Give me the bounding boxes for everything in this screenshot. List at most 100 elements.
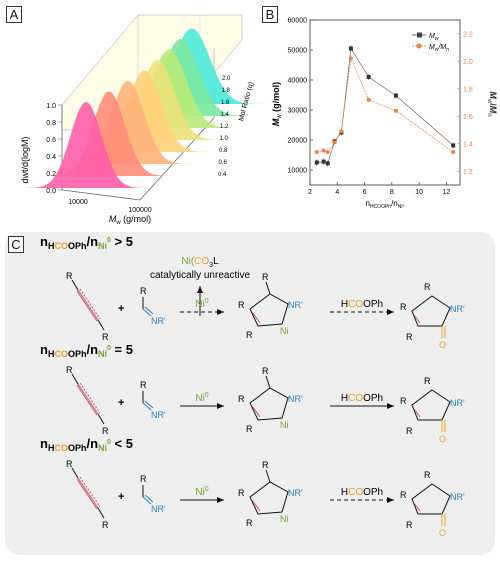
svg-text:R: R [246, 330, 253, 340]
condition-label: nHCOOPh/nNi0 > 5 [40, 234, 133, 251]
chart-b: 2 4 6 8 10 12 10000 20000 30000 40000 50000 60000 1.… [271, 18, 498, 211]
svg-text:R: R [238, 300, 245, 310]
a-ztick-label: 0.4 [218, 172, 227, 178]
b-xlabel: nHCOOPh/nNi⁰ [366, 199, 405, 210]
side-note: catalytically unreactive [150, 270, 250, 281]
svg-text:R: R [406, 520, 413, 530]
legend-pdi: Mw/Mn [429, 44, 449, 53]
b-ytick-label: 40000 [288, 78, 308, 85]
svg-text:R: R [102, 426, 109, 436]
scheme-row-1: nHCOOPh/nNi0 = 5 R R + R NR' Ni0 R R R NR' Ni HCOOPh… [40, 342, 465, 444]
pdi-point [451, 150, 456, 154]
svg-text:O: O [439, 434, 446, 444]
svg-text:R: R [238, 488, 245, 498]
b-ytick-label: 60000 [288, 18, 308, 25]
b-ytick-label: 30000 [288, 108, 308, 115]
svg-text:R: R [262, 366, 269, 376]
b-y2tick-label: 1.4 [463, 141, 473, 148]
svg-text:+: + [118, 303, 124, 315]
a-ytick-label: 0.4 [46, 154, 56, 161]
a-ztick-label: 1.0 [220, 136, 229, 142]
svg-text:R: R [424, 376, 431, 386]
b-y2tick-label: 2.2 [463, 31, 473, 38]
a-zlabel: Mol Ratio (q) [238, 81, 255, 122]
mw-point [348, 46, 353, 51]
a-ztick-label: 2.0 [222, 76, 231, 82]
b-y2tick-label: 2.0 [463, 59, 473, 66]
svg-text:NR': NR' [288, 394, 303, 404]
a-ylabel: dwt/d(logM) [20, 136, 30, 183]
svg-text:R: R [140, 474, 147, 484]
svg-text:R: R [246, 518, 253, 528]
b-y2tick-label: 1.6 [463, 114, 473, 121]
a-ytick-label: 0.8 [46, 120, 56, 127]
panel-label-b: B [262, 6, 278, 23]
a-xtick-label: 10000 [68, 199, 88, 206]
pdi-point [314, 150, 319, 154]
svg-text:R: R [424, 282, 431, 292]
b-y2tick-label: 1.2 [463, 169, 473, 176]
svg-text:R: R [140, 380, 147, 390]
svg-text:NR': NR' [288, 300, 303, 310]
b-y2tick-label: 1.8 [463, 86, 473, 93]
reagent-ni0: Ni0 [195, 486, 208, 498]
b-ytick-label: 10000 [288, 168, 308, 175]
b-plot-frame [309, 19, 461, 186]
svg-text:O: O [439, 340, 446, 350]
a-xtick-label: 100000 [128, 207, 151, 214]
pdi-point [321, 148, 326, 153]
a-ytick-label: 0.0 [46, 188, 56, 195]
svg-text:R: R [66, 365, 73, 375]
svg-text:Ni: Ni [280, 326, 289, 336]
pdi-point [366, 97, 371, 102]
b-xtick-label: 12 [442, 189, 450, 196]
chart-a: 0.0 0.2 0.4 0.6 0.8 1.0 dwt/d(logM) 10000 1000… [19, 14, 262, 226]
b-legend: Mw Mw/Mn [412, 32, 449, 53]
svg-text:R: R [102, 332, 109, 342]
reagent-ni0: Ni0 [195, 298, 208, 310]
mw-point [366, 75, 371, 79]
a-ytick-label: 1.0 [46, 103, 56, 110]
b-ylabel: Mw (g/mol) [271, 82, 283, 126]
pdi-point [325, 150, 330, 154]
svg-text:R: R [400, 490, 407, 500]
mw-point [321, 159, 326, 164]
mw-point [393, 93, 398, 98]
a-ztick-label: 0.8 [219, 148, 228, 154]
svg-text:NR': NR' [450, 492, 465, 502]
a-ztick-label: 0.6 [219, 160, 228, 166]
svg-text:Ni: Ni [280, 514, 289, 524]
curve-1 [41, 91, 177, 176]
legend-mw: Mw [429, 33, 439, 42]
svg-text:R: R [400, 396, 407, 406]
b-xtick-label: 8 [390, 189, 394, 196]
svg-text:NR': NR' [151, 504, 166, 514]
b-y2label: Mw/Mn [486, 91, 498, 116]
svg-text:R: R [400, 302, 407, 312]
a-ztick-label: 1.8 [222, 88, 231, 94]
b-xtick-label: 4 [335, 189, 339, 196]
svg-text:R: R [246, 424, 253, 434]
svg-text:+: + [118, 491, 124, 503]
pdi-point [348, 56, 353, 61]
curve-3 [73, 70, 215, 152]
pdi-point [393, 108, 398, 113]
curve-2 [58, 81, 197, 164]
mw-point [314, 160, 319, 165]
a-ztick-label: 1.4 [221, 112, 230, 118]
reagent-hcooph: HCOOPh [341, 299, 383, 310]
pdi-point [339, 129, 344, 134]
svg-text:NR': NR' [450, 398, 465, 408]
svg-text:R: R [66, 271, 73, 281]
svg-text:+: + [118, 397, 124, 409]
b-xtick-label: 6 [363, 189, 367, 196]
svg-text:R: R [262, 272, 269, 282]
side-product: Ni(CO3L [181, 256, 219, 269]
b-xtick-label: 10 [415, 189, 423, 196]
svg-text:NR': NR' [288, 488, 303, 498]
svg-text:R: R [238, 394, 245, 404]
svg-text:R: R [262, 460, 269, 470]
a-ztick-label: 1.6 [221, 100, 230, 106]
